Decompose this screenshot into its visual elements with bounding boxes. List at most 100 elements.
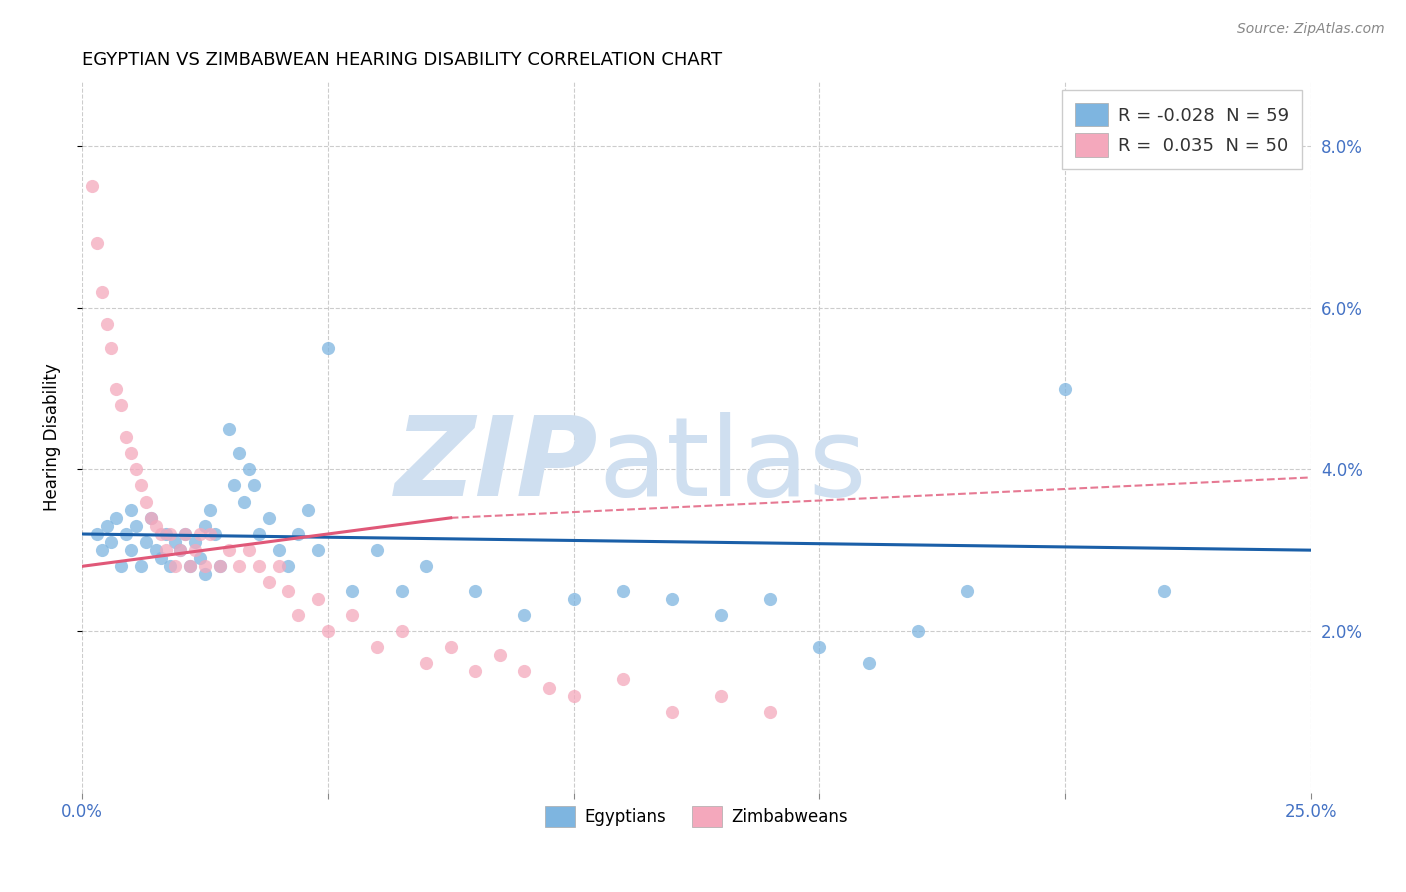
Point [145, 543, 167, 558]
Point [366, 543, 388, 558]
Point [198, 502, 221, 516]
Text: ZIP: ZIP [395, 412, 598, 519]
Point [169, 543, 191, 558]
Point [710, 689, 733, 703]
Point [194, 559, 217, 574]
Point [440, 640, 463, 655]
Text: EGYPTIAN VS ZIMBABWEAN HEARING DISABILITY CORRELATION CHART: EGYPTIAN VS ZIMBABWEAN HEARING DISABILIT… [82, 51, 723, 69]
Point [125, 462, 148, 476]
Point [907, 624, 929, 638]
Point [612, 583, 634, 598]
Point [238, 462, 260, 476]
Point [243, 478, 266, 492]
Point [155, 527, 177, 541]
Point [342, 583, 364, 598]
Point [238, 543, 260, 558]
Point [218, 422, 240, 436]
Point [110, 398, 132, 412]
Point [307, 591, 329, 606]
Point [96, 519, 118, 533]
Point [287, 607, 309, 622]
Point [204, 527, 226, 541]
Point [194, 519, 217, 533]
Point [257, 575, 280, 590]
Y-axis label: Hearing Disability: Hearing Disability [44, 363, 60, 511]
Point [228, 446, 250, 460]
Point [710, 607, 733, 622]
Point [257, 511, 280, 525]
Point [90, 285, 112, 299]
Point [115, 430, 138, 444]
Legend: Egyptians, Zimbabweans: Egyptians, Zimbabweans [538, 799, 855, 834]
Text: atlas: atlas [598, 412, 866, 519]
Point [135, 494, 157, 508]
Point [316, 341, 339, 355]
Point [179, 559, 201, 574]
Point [184, 535, 207, 549]
Point [538, 681, 561, 695]
Point [956, 583, 979, 598]
Point [661, 705, 683, 719]
Point [129, 478, 152, 492]
Point [464, 583, 486, 598]
Point [808, 640, 831, 655]
Point [105, 511, 128, 525]
Point [139, 511, 162, 525]
Point [415, 559, 437, 574]
Text: Source: ZipAtlas.com: Source: ZipAtlas.com [1237, 22, 1385, 37]
Point [198, 527, 221, 541]
Point [513, 607, 536, 622]
Point [208, 559, 231, 574]
Point [100, 535, 122, 549]
Point [120, 502, 142, 516]
Point [139, 511, 162, 525]
Point [208, 559, 231, 574]
Point [277, 583, 299, 598]
Point [120, 543, 142, 558]
Point [145, 519, 167, 533]
Point [86, 527, 108, 541]
Point [96, 317, 118, 331]
Point [169, 543, 191, 558]
Point [316, 624, 339, 638]
Point [135, 535, 157, 549]
Point [287, 527, 309, 541]
Point [155, 543, 177, 558]
Point [159, 527, 181, 541]
Point [1153, 583, 1175, 598]
Point [366, 640, 388, 655]
Point [513, 665, 536, 679]
Point [759, 591, 782, 606]
Point [562, 689, 585, 703]
Point [228, 559, 250, 574]
Point [277, 559, 299, 574]
Point [80, 179, 103, 194]
Point [174, 527, 197, 541]
Point [165, 559, 187, 574]
Point [149, 527, 172, 541]
Point [86, 235, 108, 250]
Point [129, 559, 152, 574]
Point [120, 446, 142, 460]
Point [188, 551, 211, 566]
Point [188, 527, 211, 541]
Point [247, 559, 270, 574]
Point [267, 559, 290, 574]
Point [391, 624, 413, 638]
Point [100, 341, 122, 355]
Point [224, 478, 246, 492]
Point [218, 543, 240, 558]
Point [174, 527, 197, 541]
Point [194, 567, 217, 582]
Point [165, 535, 187, 549]
Point [159, 559, 181, 574]
Point [415, 657, 437, 671]
Point [179, 559, 201, 574]
Point [1054, 382, 1077, 396]
Point [342, 607, 364, 622]
Point [307, 543, 329, 558]
Point [125, 519, 148, 533]
Point [464, 665, 486, 679]
Point [391, 583, 413, 598]
Point [247, 527, 270, 541]
